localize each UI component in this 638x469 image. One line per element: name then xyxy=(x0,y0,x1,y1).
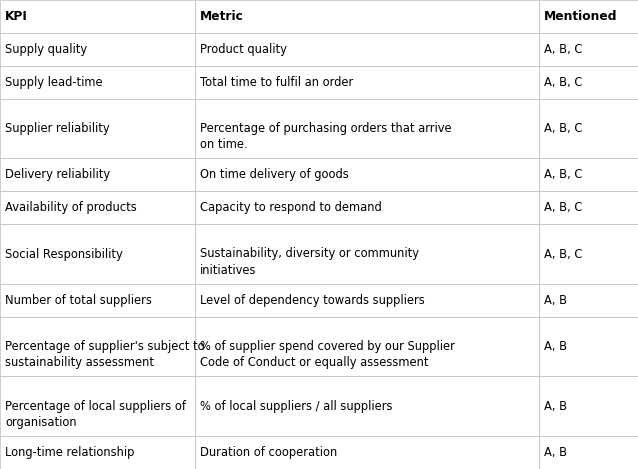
Text: A, B: A, B xyxy=(544,340,567,353)
Bar xyxy=(195,224,539,284)
Bar xyxy=(0,33,195,66)
Bar xyxy=(539,436,638,469)
Text: organisation: organisation xyxy=(5,416,77,429)
Bar xyxy=(195,33,539,66)
Bar xyxy=(195,377,539,436)
Text: A, B, C: A, B, C xyxy=(544,168,582,182)
Text: initiatives: initiatives xyxy=(200,264,256,277)
Bar xyxy=(539,317,638,377)
Text: A, B: A, B xyxy=(544,400,567,413)
Text: A, B, C: A, B, C xyxy=(544,122,582,135)
Bar xyxy=(0,66,195,99)
Bar xyxy=(0,224,195,284)
Bar xyxy=(539,159,638,191)
Bar xyxy=(0,0,195,33)
Bar xyxy=(0,436,195,469)
Bar xyxy=(0,159,195,191)
Bar xyxy=(0,191,195,224)
Bar xyxy=(195,191,539,224)
Text: Percentage of supplier's subject to: Percentage of supplier's subject to xyxy=(5,340,205,353)
Bar xyxy=(195,436,539,469)
Bar xyxy=(539,33,638,66)
Text: A, B: A, B xyxy=(544,294,567,307)
Text: A, B, C: A, B, C xyxy=(544,201,582,214)
Bar xyxy=(539,191,638,224)
Text: Percentage of purchasing orders that arrive: Percentage of purchasing orders that arr… xyxy=(200,122,451,135)
Text: A, B: A, B xyxy=(544,446,567,459)
Text: Percentage of local suppliers of: Percentage of local suppliers of xyxy=(5,400,186,413)
Bar xyxy=(539,99,638,159)
Text: Delivery reliability: Delivery reliability xyxy=(5,168,110,182)
Text: A, B, C: A, B, C xyxy=(544,76,582,89)
Text: on time.: on time. xyxy=(200,138,248,151)
Bar xyxy=(195,66,539,99)
Bar xyxy=(0,99,195,159)
Text: Mentioned: Mentioned xyxy=(544,10,618,23)
Text: Sustainability, diversity or community: Sustainability, diversity or community xyxy=(200,247,419,260)
Bar xyxy=(195,159,539,191)
Text: % of supplier spend covered by our Supplier: % of supplier spend covered by our Suppl… xyxy=(200,340,454,353)
Text: Code of Conduct or equally assessment: Code of Conduct or equally assessment xyxy=(200,356,428,370)
Text: A, B, C: A, B, C xyxy=(544,43,582,56)
Bar xyxy=(0,317,195,377)
Bar xyxy=(0,284,195,317)
Bar xyxy=(195,99,539,159)
Text: Product quality: Product quality xyxy=(200,43,286,56)
Text: KPI: KPI xyxy=(5,10,28,23)
Text: Long-time relationship: Long-time relationship xyxy=(5,446,135,459)
Bar xyxy=(539,0,638,33)
Text: % of local suppliers / all suppliers: % of local suppliers / all suppliers xyxy=(200,400,392,413)
Text: Social Responsibility: Social Responsibility xyxy=(5,248,123,261)
Text: sustainability assessment: sustainability assessment xyxy=(5,356,154,370)
Text: Supplier reliability: Supplier reliability xyxy=(5,122,110,135)
Text: Supply lead-time: Supply lead-time xyxy=(5,76,103,89)
Text: On time delivery of goods: On time delivery of goods xyxy=(200,168,348,182)
Bar xyxy=(539,224,638,284)
Bar xyxy=(539,66,638,99)
Bar xyxy=(539,284,638,317)
Bar xyxy=(0,377,195,436)
Text: Availability of products: Availability of products xyxy=(5,201,137,214)
Text: A, B, C: A, B, C xyxy=(544,248,582,261)
Text: Supply quality: Supply quality xyxy=(5,43,87,56)
Text: Duration of cooperation: Duration of cooperation xyxy=(200,446,337,459)
Bar xyxy=(195,317,539,377)
Text: Total time to fulfil an order: Total time to fulfil an order xyxy=(200,76,353,89)
Text: Number of total suppliers: Number of total suppliers xyxy=(5,294,152,307)
Text: Capacity to respond to demand: Capacity to respond to demand xyxy=(200,201,382,214)
Text: Metric: Metric xyxy=(200,10,244,23)
Bar xyxy=(195,0,539,33)
Text: Level of dependency towards suppliers: Level of dependency towards suppliers xyxy=(200,294,424,307)
Bar xyxy=(195,284,539,317)
Bar xyxy=(539,377,638,436)
